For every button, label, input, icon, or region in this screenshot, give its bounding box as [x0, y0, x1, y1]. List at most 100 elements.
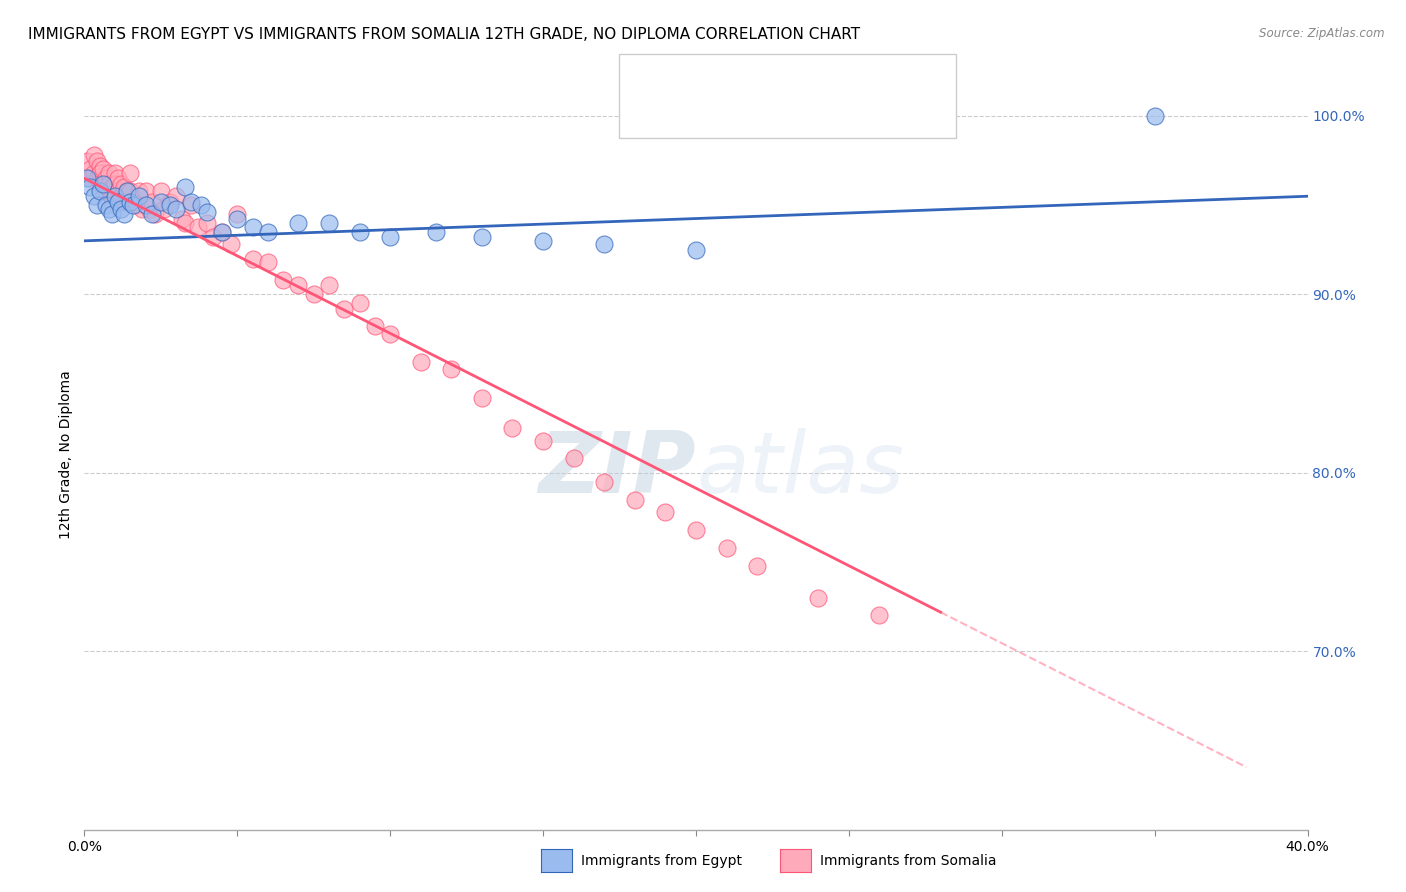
Point: [110, 202, 132, 216]
Point: [138, 202, 160, 216]
Point: [97, 177, 120, 191]
Point: [97, 202, 120, 216]
Point: [143, 207, 166, 221]
Point: [94, 171, 117, 186]
Point: [1143, 109, 1166, 123]
Point: [76, 171, 98, 186]
Point: [107, 184, 129, 198]
Point: [195, 205, 218, 219]
Point: [91, 180, 114, 194]
Point: [318, 216, 340, 230]
Point: [128, 189, 150, 203]
Point: [242, 219, 264, 234]
Point: [89, 184, 111, 198]
Point: [201, 230, 224, 244]
Point: [174, 216, 197, 230]
Point: [364, 319, 387, 334]
Point: [425, 225, 447, 239]
Point: [86, 198, 108, 212]
Point: [226, 212, 249, 227]
Text: IMMIGRANTS FROM EGYPT VS IMMIGRANTS FROM SOMALIA 12TH GRADE, NO DIPLOMA CORRELAT: IMMIGRANTS FROM EGYPT VS IMMIGRANTS FROM…: [28, 27, 860, 42]
Point: [89, 166, 111, 180]
Point: [257, 255, 280, 269]
Point: [86, 153, 108, 168]
Point: [471, 391, 494, 405]
Text: R =: R =: [689, 110, 720, 128]
Text: N =: N =: [823, 66, 853, 84]
Point: [685, 243, 707, 257]
Point: [531, 234, 554, 248]
Point: [271, 273, 294, 287]
Point: [380, 230, 402, 244]
Text: Immigrants from Egypt: Immigrants from Egypt: [581, 854, 742, 868]
Point: [165, 189, 187, 203]
Point: [531, 434, 554, 448]
Point: [101, 207, 124, 221]
Point: [186, 219, 208, 234]
Point: [159, 194, 181, 209]
Point: [159, 198, 181, 212]
Point: [380, 326, 402, 341]
Text: Source: ZipAtlas.com: Source: ZipAtlas.com: [1260, 27, 1385, 40]
Point: [91, 162, 114, 177]
Point: [287, 216, 309, 230]
Point: [79, 171, 101, 186]
Point: [869, 608, 891, 623]
Point: [226, 207, 249, 221]
Text: atlas: atlas: [696, 428, 904, 511]
Point: [83, 166, 105, 180]
Point: [195, 216, 218, 230]
Point: [94, 184, 117, 198]
Point: [165, 202, 187, 216]
Point: [104, 177, 127, 191]
Point: [89, 177, 111, 191]
Point: [141, 194, 163, 209]
Point: [135, 198, 157, 212]
Point: [685, 523, 707, 537]
Text: 75: 75: [872, 110, 894, 128]
Point: [153, 202, 176, 216]
Text: N =: N =: [823, 110, 853, 128]
Point: [131, 202, 153, 216]
Point: [141, 207, 163, 221]
Point: [318, 278, 340, 293]
Text: Immigrants from Somalia: Immigrants from Somalia: [820, 854, 997, 868]
Point: [79, 162, 101, 177]
Point: [125, 198, 148, 212]
Point: [257, 225, 280, 239]
Point: [120, 194, 142, 209]
Point: [716, 541, 738, 555]
Point: [76, 153, 98, 168]
Point: [112, 207, 135, 221]
Text: 40: 40: [872, 66, 894, 84]
Point: [115, 184, 138, 198]
Point: [593, 475, 616, 489]
Point: [654, 505, 676, 519]
Point: [112, 194, 135, 209]
Point: [409, 355, 432, 369]
Point: [333, 301, 356, 316]
Point: [89, 159, 111, 173]
Point: [112, 180, 135, 194]
Point: [747, 558, 769, 573]
Point: [86, 171, 108, 186]
Point: [593, 237, 616, 252]
Point: [101, 180, 124, 194]
Point: [349, 296, 371, 310]
Point: [562, 451, 585, 466]
Point: [190, 198, 212, 212]
Point: [83, 148, 105, 162]
Point: [94, 198, 117, 212]
Text: R =: R =: [689, 66, 720, 84]
Point: [287, 278, 309, 293]
Y-axis label: 12th Grade, No Diploma: 12th Grade, No Diploma: [59, 370, 73, 540]
Point: [120, 184, 142, 198]
Point: [624, 492, 647, 507]
Point: [91, 177, 114, 191]
Point: [122, 198, 145, 212]
Point: [104, 166, 127, 180]
Point: [135, 184, 157, 198]
Point: [79, 180, 101, 194]
Point: [502, 421, 524, 435]
Point: [149, 184, 172, 198]
